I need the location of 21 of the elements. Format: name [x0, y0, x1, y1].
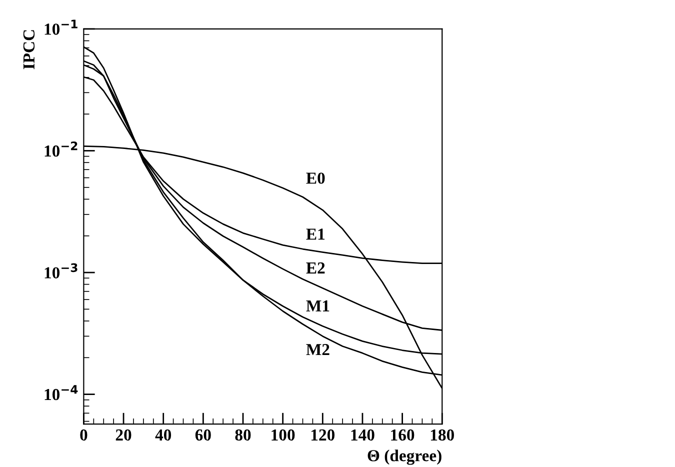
y-tick-label: 10$^{−1}$ — [44, 20, 78, 35]
x-tick-label: 40 — [155, 429, 172, 441]
series-label: M1 — [306, 300, 330, 312]
x-tick-label: 160 — [391, 429, 414, 441]
x-tick-label: 80 — [235, 429, 251, 441]
x-tick-label: 140 — [351, 429, 374, 441]
x-axis-title: Θ (degree) — [368, 450, 442, 465]
x-tick-label: 60 — [195, 429, 211, 441]
series-label: E1 — [306, 228, 325, 240]
y-axis-title: IPCC — [23, 30, 35, 70]
series-label: M2 — [306, 344, 330, 356]
series-label: E2 — [306, 262, 325, 274]
x-tick-label: 20 — [116, 429, 132, 441]
series-label: E0 — [306, 172, 325, 184]
x-tick-label: 100 — [272, 429, 295, 441]
x-tick-label: 120 — [311, 429, 335, 441]
y-tick-label: 10$^{−4}$ — [44, 385, 78, 400]
x-tick-label: 0 — [80, 429, 88, 441]
y-tick-label: 10$^{−3}$ — [44, 263, 78, 278]
y-tick-label: 10$^{−2}$ — [44, 141, 78, 157]
x-tick-label: 180 — [430, 429, 454, 441]
